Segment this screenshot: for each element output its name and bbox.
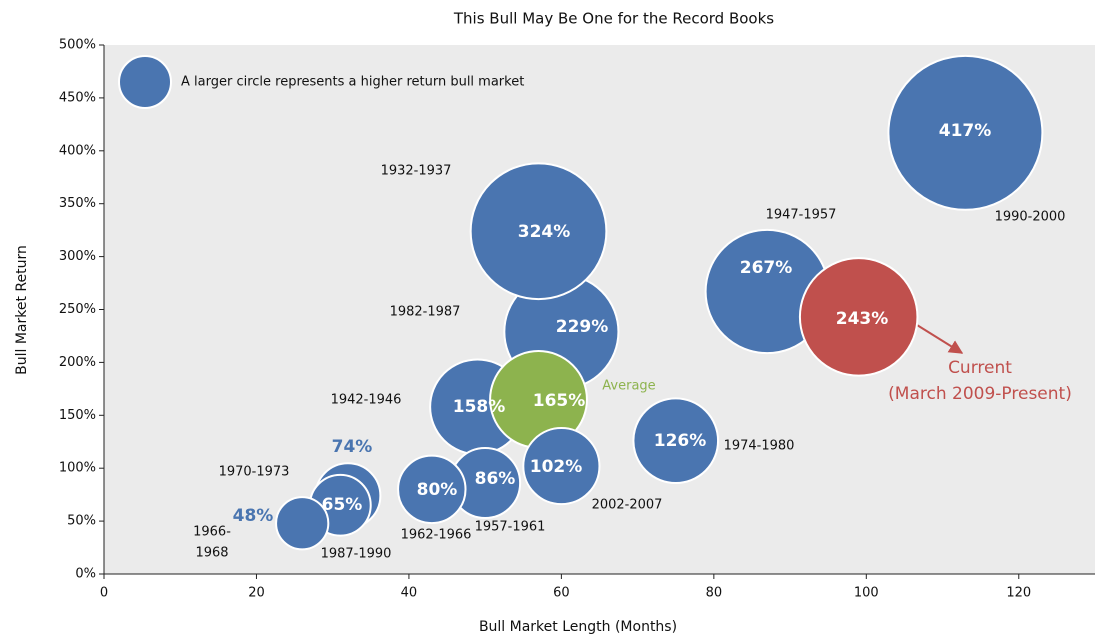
value-label: 417% (939, 121, 992, 141)
bubble (469, 162, 608, 301)
y-axis-title: Bull Market Return (14, 245, 30, 375)
bubble (887, 54, 1044, 211)
y-tick-label: 0% (75, 567, 96, 582)
point-label: 1970-1973 (219, 465, 290, 480)
point-label: 1962-1966 (401, 528, 472, 543)
y-tick-label: 250% (59, 302, 96, 317)
x-tick-label: 0 (100, 586, 108, 601)
point-label: 1966- (193, 525, 231, 540)
bubble (275, 496, 330, 551)
point-label: 1982-1987 (390, 305, 461, 320)
value-label: 158% (453, 397, 506, 417)
point-label: (March 2009-Present) (888, 384, 1072, 404)
point-label: 1974-1980 (724, 439, 795, 454)
x-tick-label: 100 (854, 586, 879, 601)
point-label: Average (602, 379, 655, 394)
y-tick-label: 200% (59, 355, 96, 370)
point-label: 2002-2007 (592, 498, 663, 513)
bubble (522, 427, 601, 506)
value-label: 86% (475, 469, 516, 489)
y-tick-label: 350% (59, 196, 96, 211)
legend-text: A larger circle represents a higher retu… (181, 75, 524, 90)
value-label: 324% (518, 222, 571, 242)
y-tick-label: 300% (59, 249, 96, 264)
x-tick-label: 20 (248, 586, 265, 601)
current-arrow (916, 324, 964, 354)
x-tick-label: 40 (401, 586, 418, 601)
value-label: 48% (233, 506, 274, 526)
legend-swatch (118, 55, 172, 109)
value-label: 65% (322, 495, 363, 515)
point-label: Current (948, 358, 1012, 378)
y-tick-label: 400% (59, 143, 96, 158)
point-label: 1932-1937 (381, 164, 452, 179)
y-tick-label: 50% (67, 514, 96, 529)
point-label: 1990-2000 (995, 210, 1066, 225)
x-tick-label: 120 (1006, 586, 1031, 601)
point-label: 1942-1946 (331, 393, 402, 408)
bubble (397, 454, 467, 525)
point-label: 1968 (195, 546, 228, 561)
y-tick-label: 500% (59, 38, 96, 53)
value-label: 267% (740, 258, 793, 278)
value-label: 126% (654, 431, 707, 451)
value-label: 74% (332, 437, 373, 457)
bubble (632, 397, 720, 485)
value-label: 102% (530, 457, 583, 477)
x-axis-title: Bull Market Length (Months) (479, 619, 677, 635)
value-label: 243% (836, 309, 889, 329)
chart-title: This Bull May Be One for the Record Book… (453, 10, 774, 28)
y-tick-label: 150% (59, 408, 96, 423)
value-label: 165% (533, 391, 586, 411)
bubble (798, 257, 919, 377)
point-label: 1947-1957 (766, 208, 837, 223)
point-label: 1987-1990 (321, 547, 392, 562)
x-tick-label: 80 (706, 586, 723, 601)
value-label: 229% (556, 317, 609, 337)
x-tick-label: 60 (553, 586, 570, 601)
y-tick-label: 450% (59, 90, 96, 105)
point-label: 1957-1961 (475, 520, 546, 535)
y-tick-label: 100% (59, 461, 96, 476)
value-label: 80% (417, 480, 458, 500)
